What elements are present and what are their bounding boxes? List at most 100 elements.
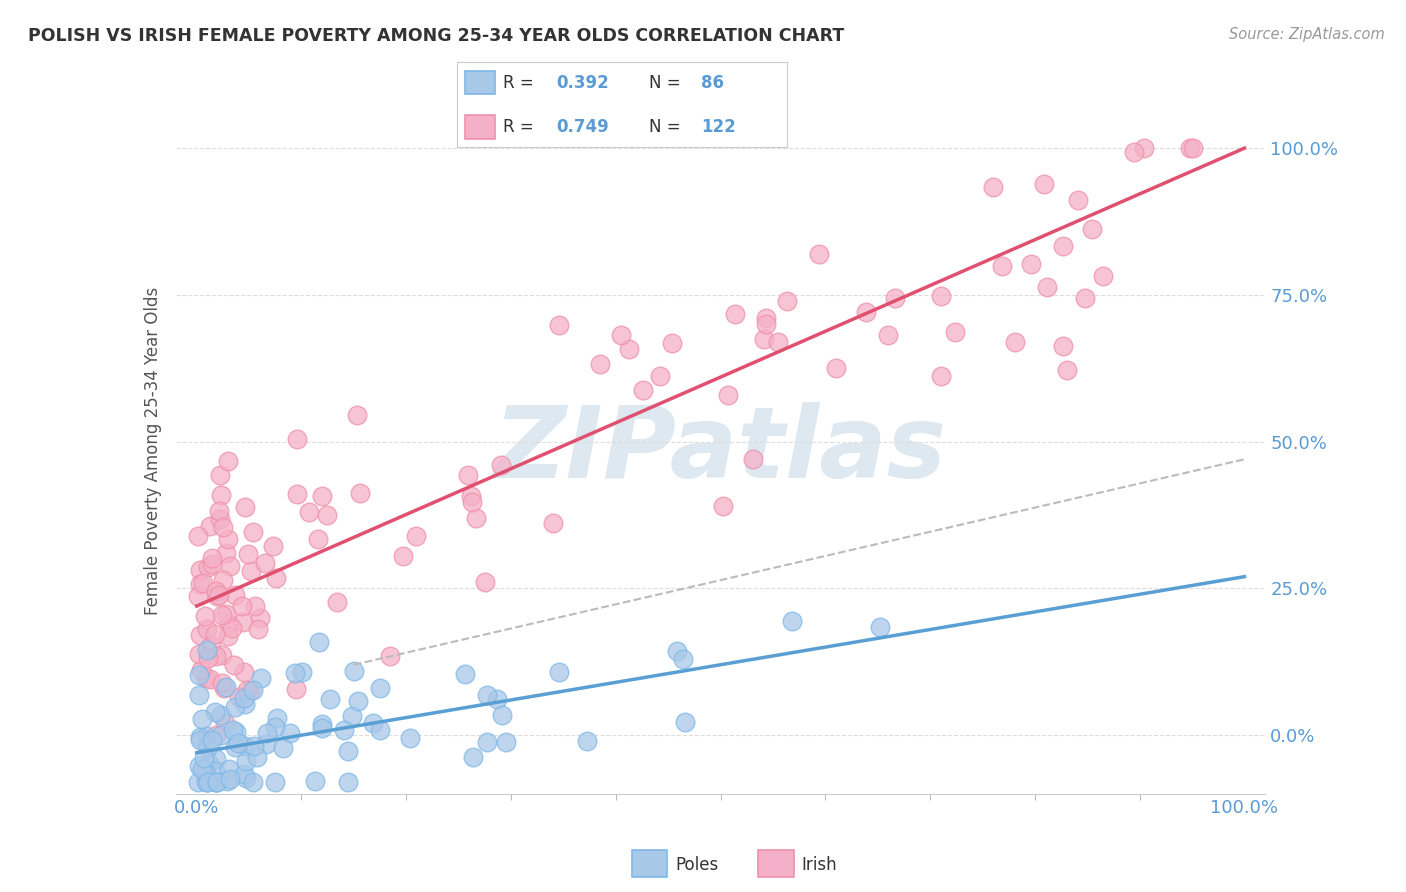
Point [233, 690, 256, 705]
Point [188, 733, 211, 747]
Point [209, 708, 232, 723]
Point [195, 775, 218, 789]
Point [486, 692, 509, 706]
Point [666, 643, 689, 657]
Point [475, 688, 498, 702]
Text: POLISH VS IRISH FEMALE POVERTY AMONG 25-34 YEAR OLDS CORRELATION CHART: POLISH VS IRISH FEMALE POVERTY AMONG 25-… [28, 27, 845, 45]
Point [278, 726, 301, 740]
Point [575, 734, 598, 748]
Point [548, 665, 571, 680]
Point [742, 452, 765, 467]
Point [307, 533, 329, 547]
Point [405, 529, 427, 543]
Point [1052, 339, 1074, 353]
Point [457, 467, 479, 482]
Point [205, 584, 228, 599]
Point [392, 549, 415, 563]
Point [238, 548, 260, 562]
Text: R =: R = [503, 119, 534, 136]
Point [205, 775, 228, 789]
Point [1133, 141, 1156, 155]
Point [194, 771, 217, 785]
Point [266, 711, 288, 725]
Point [589, 357, 612, 371]
Point [780, 614, 803, 628]
Point [326, 595, 349, 609]
Point [194, 609, 217, 624]
Point [200, 639, 222, 653]
Point [188, 731, 211, 745]
Point [208, 512, 231, 526]
Point [285, 681, 308, 696]
Point [1067, 193, 1090, 207]
Point [361, 715, 384, 730]
Point [221, 621, 243, 635]
Point [1181, 141, 1204, 155]
Point [262, 540, 284, 554]
Point [214, 715, 236, 730]
Point [204, 728, 226, 742]
Point [232, 766, 254, 780]
Point [188, 759, 211, 773]
Point [228, 690, 250, 705]
Point [207, 775, 229, 789]
Point [197, 642, 219, 657]
Point [191, 576, 214, 591]
Point [221, 723, 243, 738]
Point [195, 671, 218, 685]
Point [219, 558, 242, 573]
Text: 0.392: 0.392 [557, 74, 609, 92]
Point [235, 682, 257, 697]
Point [1036, 280, 1059, 294]
Point [224, 658, 246, 673]
Point [197, 559, 219, 574]
Point [284, 665, 307, 680]
Point [215, 546, 238, 560]
Point [187, 668, 209, 682]
Text: 86: 86 [702, 74, 724, 92]
Point [311, 489, 333, 503]
Point [211, 648, 233, 662]
Point [191, 762, 214, 776]
Point [543, 516, 565, 531]
Point [378, 649, 401, 664]
Point [224, 699, 246, 714]
Point [208, 468, 231, 483]
Point [249, 611, 271, 625]
Point [491, 707, 513, 722]
FancyBboxPatch shape [465, 115, 495, 139]
Point [475, 735, 498, 749]
Point [929, 289, 952, 303]
Text: Source: ZipAtlas.com: Source: ZipAtlas.com [1229, 27, 1385, 42]
Point [755, 317, 778, 331]
Point [193, 751, 215, 765]
Point [195, 622, 218, 636]
Point [304, 774, 326, 789]
Point [1092, 268, 1115, 283]
Point [209, 728, 232, 742]
Point [672, 652, 695, 666]
Point [242, 682, 264, 697]
Point [250, 671, 273, 685]
Point [242, 525, 264, 540]
Point [617, 343, 640, 357]
Point [349, 485, 371, 500]
Point [187, 590, 209, 604]
Point [198, 519, 221, 533]
Text: Irish: Irish [801, 856, 837, 874]
Point [291, 665, 314, 679]
Point [197, 739, 219, 754]
Point [219, 772, 242, 787]
Point [218, 617, 240, 632]
Point [188, 647, 211, 661]
Point [491, 458, 513, 472]
Text: R =: R = [503, 74, 534, 92]
Point [256, 726, 278, 740]
Point [190, 663, 212, 677]
Point [311, 717, 333, 731]
Point [884, 291, 907, 305]
Point [239, 565, 262, 579]
Point [217, 454, 239, 468]
Point [204, 764, 226, 778]
Point [215, 680, 238, 694]
